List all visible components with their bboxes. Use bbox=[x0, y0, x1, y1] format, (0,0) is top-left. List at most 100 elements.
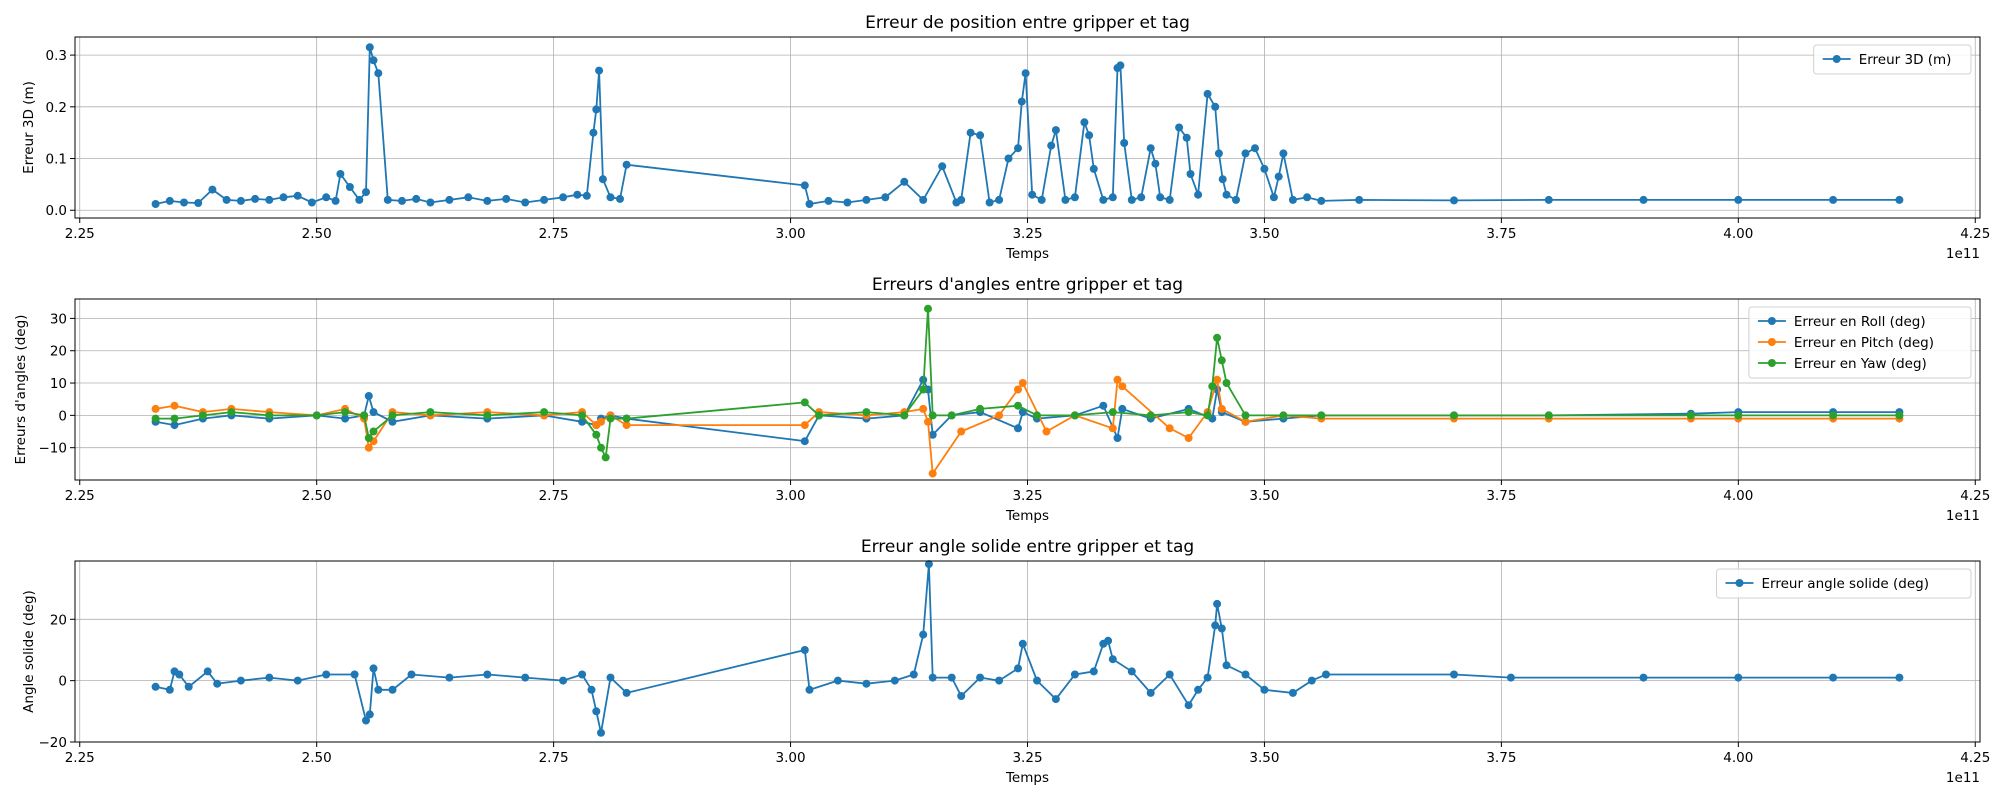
solid-angle-error-data-point bbox=[1895, 673, 1904, 682]
angle-errors-data-point bbox=[1070, 411, 1079, 420]
angle-errors-data-point bbox=[170, 401, 179, 410]
solid-angle-error-data-point bbox=[928, 673, 937, 682]
position-error-data-point bbox=[355, 195, 364, 204]
solid-angle-error-data-point bbox=[995, 676, 1004, 685]
angle-errors-data-point bbox=[1184, 408, 1193, 417]
solid-angle-error-data-point bbox=[1014, 664, 1022, 673]
position-error-xlabel: Temps bbox=[1005, 246, 1049, 262]
angle-errors-legend-marker bbox=[1767, 317, 1776, 325]
angle-errors-data-point bbox=[1203, 411, 1212, 420]
solid-angle-error-xtick-label: 2.50 bbox=[302, 750, 332, 766]
position-error-data-point bbox=[180, 198, 188, 207]
position-error-data-point bbox=[151, 200, 160, 208]
position-error-data-point bbox=[1080, 118, 1089, 127]
position-error-data-point bbox=[1734, 195, 1743, 204]
angle-errors-ytick-label: 20 bbox=[50, 344, 67, 360]
solid-angle-error-data-point bbox=[622, 688, 631, 697]
position-error-data-point bbox=[1108, 193, 1117, 202]
angle-errors-data-point bbox=[578, 417, 587, 426]
position-error-data-point bbox=[236, 196, 245, 205]
position-error-data-point bbox=[938, 162, 947, 171]
angle-errors-data-point bbox=[1686, 411, 1695, 420]
position-error-data-point bbox=[1450, 196, 1458, 205]
position-error-data-point bbox=[805, 200, 814, 208]
angle-errors-xtick-label: 4.00 bbox=[1723, 488, 1753, 504]
position-error-data-point bbox=[824, 196, 833, 205]
angle-errors-data-point bbox=[1544, 411, 1553, 420]
angle-errors-title: Erreurs d'angles entre gripper et tag bbox=[872, 275, 1183, 295]
angle-errors-data-point bbox=[1317, 411, 1326, 420]
angle-errors-xtick-label: 3.25 bbox=[1012, 488, 1042, 504]
position-error-data-point bbox=[1218, 175, 1227, 184]
angle-errors-data-point bbox=[426, 408, 435, 417]
angle-errors-xtick-label: 3.50 bbox=[1249, 488, 1279, 504]
angle-errors-data-point bbox=[1014, 424, 1022, 433]
solid-angle-error-data-point bbox=[265, 673, 274, 682]
solid-angle-error-data-point bbox=[151, 682, 160, 691]
angle-errors-data-point bbox=[1165, 424, 1174, 433]
angle-errors-xtick-label: 2.25 bbox=[65, 488, 95, 504]
position-error-data-point bbox=[1099, 195, 1108, 204]
angle-errors-data-point bbox=[1213, 375, 1222, 384]
position-error-data-point bbox=[1186, 170, 1195, 178]
angle-errors-data-point bbox=[1217, 404, 1226, 413]
position-error-data-point bbox=[412, 194, 421, 203]
position-error-data-point bbox=[966, 128, 975, 137]
position-error-xtick-label: 3.50 bbox=[1249, 226, 1279, 242]
position-error-data-point bbox=[1004, 154, 1013, 163]
angle-errors-data-point bbox=[622, 421, 631, 430]
angle-errors-data-point bbox=[151, 414, 160, 423]
angle-errors-data-point bbox=[592, 430, 601, 439]
solid-angle-error-data-point bbox=[322, 670, 331, 679]
position-error-data-point bbox=[1070, 193, 1079, 202]
angle-errors-legend-label: Erreur en Roll (deg) bbox=[1794, 314, 1926, 330]
position-error-data-point bbox=[976, 131, 985, 140]
solid-angle-error-legend-box bbox=[1716, 568, 1972, 599]
position-error-data-point bbox=[365, 43, 374, 52]
position-error-data-point bbox=[345, 183, 354, 191]
angle-errors-xtick-label: 2.50 bbox=[302, 488, 332, 504]
solid-angle-error-data-point bbox=[1051, 695, 1060, 704]
position-error-data-point bbox=[598, 175, 607, 184]
solid-angle-error-xtick-label: 3.50 bbox=[1249, 750, 1279, 766]
solid-angle-error-data-point bbox=[592, 707, 601, 716]
solid-angle-error-data-point bbox=[1127, 667, 1136, 676]
solid-angle-error-data-point bbox=[587, 685, 596, 694]
angle-errors-data-point bbox=[924, 304, 932, 313]
position-error-data-point bbox=[1317, 196, 1326, 205]
position-error-data-point bbox=[1014, 144, 1022, 153]
angle-errors-ytick-label: −10 bbox=[39, 441, 68, 457]
position-error-data-point bbox=[194, 199, 203, 207]
position-error-data-point bbox=[1260, 164, 1269, 173]
position-error-data-point bbox=[1146, 144, 1155, 153]
angle-errors-data-point bbox=[995, 411, 1004, 420]
solid-angle-error-data-point bbox=[165, 685, 174, 694]
position-error-x-offset-label: 1e11 bbox=[1946, 246, 1980, 262]
angle-errors-data-point bbox=[947, 411, 956, 420]
solid-angle-error-data-point bbox=[369, 664, 378, 673]
angle-errors-xtick-label: 2.75 bbox=[539, 488, 569, 504]
position-error-data-point bbox=[1251, 144, 1259, 153]
position-error-data-point bbox=[1089, 164, 1098, 173]
angle-errors-data-point bbox=[919, 385, 928, 394]
position-error-data-point bbox=[1137, 193, 1146, 202]
solid-angle-error-data-point bbox=[1018, 639, 1027, 648]
position-error-data-point bbox=[293, 191, 302, 200]
position-error-data-point bbox=[374, 69, 383, 78]
angle-errors-ytick-label: 30 bbox=[50, 311, 67, 327]
angle-errors-xtick-label: 4.25 bbox=[1960, 488, 1990, 504]
angle-errors-data-point bbox=[1146, 411, 1155, 420]
position-error-data-point bbox=[331, 196, 340, 205]
position-error-data-point bbox=[1127, 195, 1136, 204]
solid-angle-error-data-point bbox=[1322, 670, 1330, 679]
position-error-xtick-label: 3.75 bbox=[1486, 226, 1516, 242]
position-error-chart: 2.25 2.50 2.75 3.00 3.25 3.50 3.75 4.00 4.25 0.0 0… bbox=[21, 13, 1990, 262]
angle-errors-data-point bbox=[800, 398, 809, 407]
solid-angle-error-data-point bbox=[957, 692, 966, 700]
position-error-data-point bbox=[398, 196, 406, 205]
angle-errors-ylabel: Erreurs d'angles (deg) bbox=[13, 315, 29, 465]
position-error-data-point bbox=[502, 194, 511, 203]
position-error-data-point bbox=[1214, 149, 1223, 158]
position-error-data-point bbox=[843, 198, 852, 207]
